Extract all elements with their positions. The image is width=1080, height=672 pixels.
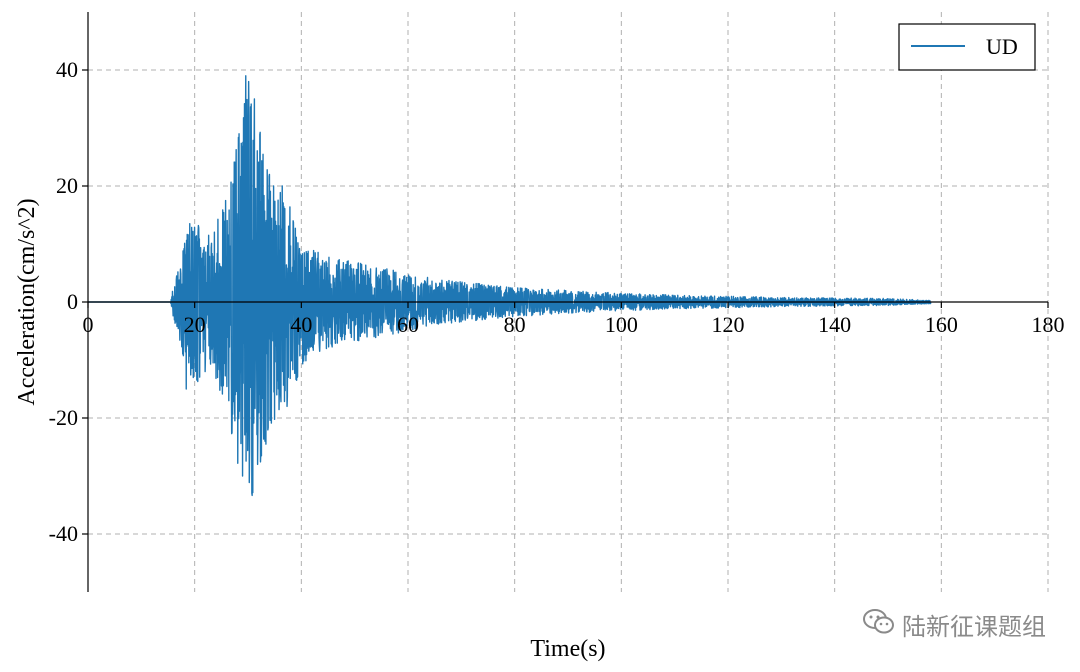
x-tick-label: 100 (605, 312, 638, 337)
x-tick-label: 140 (818, 312, 851, 337)
x-tick-label: 20 (184, 312, 206, 337)
y-axis-title: Acceleration(cm/s^2) (14, 198, 40, 405)
tick-labels: 0 20 40 60 80 100 120 140 160 180 -40 -20 0 20 40 (49, 57, 1065, 546)
y-tick-label: -40 (49, 521, 78, 546)
x-axis-title: Time(s) (530, 636, 605, 662)
y-tick-label: 40 (56, 57, 78, 82)
watermark-text: 陆新征课题组 (902, 613, 1046, 641)
y-tick-label: 0 (67, 289, 78, 314)
x-tick-label: 120 (712, 312, 745, 337)
x-tick-label: 60 (397, 312, 419, 337)
legend-label: UD (986, 34, 1018, 59)
series-layer (87, 75, 932, 497)
y-tick-label: 20 (56, 173, 78, 198)
watermark: 陆新征课题组 (862, 607, 1046, 642)
series-line-ud (87, 75, 932, 497)
x-tick-label: 40 (290, 312, 312, 337)
x-tick-label: 80 (504, 312, 526, 337)
y-tick-label: -20 (49, 405, 78, 430)
x-tick-label: 180 (1032, 312, 1065, 337)
x-tick-label: 160 (925, 312, 958, 337)
x-tick-label: 0 (83, 312, 94, 337)
axes (87, 12, 1048, 592)
wechat-icon (862, 608, 896, 642)
legend: UD (898, 23, 1036, 71)
